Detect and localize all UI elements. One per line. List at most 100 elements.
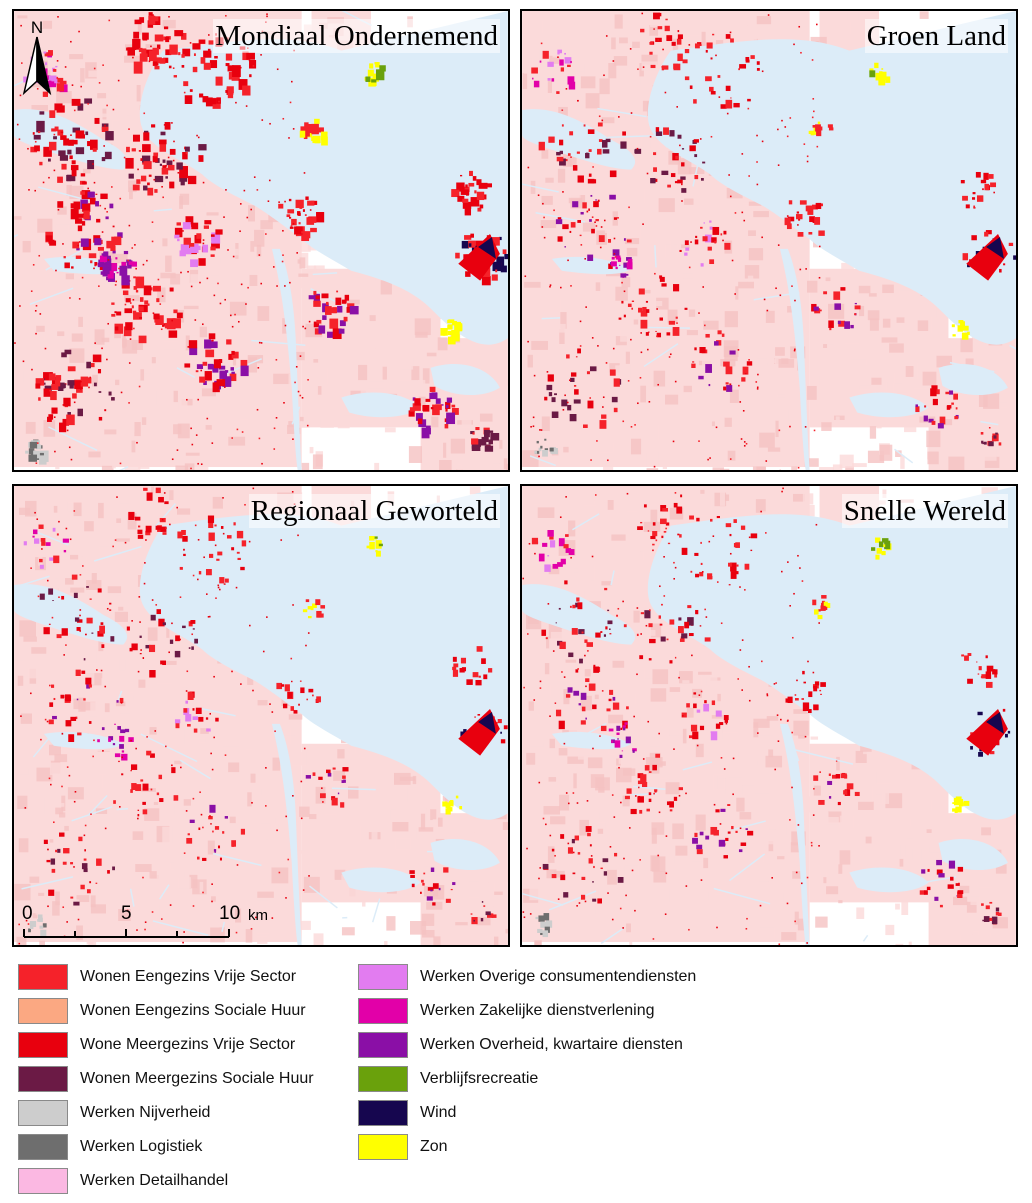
urban-block [561, 645, 565, 655]
urban-block [995, 864, 1007, 874]
land-use-dot [16, 123, 19, 126]
land-use-patch [49, 557, 55, 561]
urban-block [162, 238, 168, 247]
land-use-patch [462, 198, 469, 203]
land-use-patch [139, 316, 143, 319]
urban-block [384, 941, 388, 945]
land-use-patch [62, 418, 70, 426]
land-use-patch [720, 104, 727, 109]
canal [729, 853, 766, 882]
land-use-patch [63, 256, 66, 259]
land-use-patch [216, 379, 226, 387]
land-use-patch [61, 628, 68, 636]
land-use-patch [989, 901, 993, 904]
land-use-patch [128, 737, 134, 742]
urban-block [768, 840, 774, 852]
urban-block [116, 94, 124, 98]
land-use-patch [50, 391, 57, 401]
land-use-patch [620, 727, 623, 730]
land-use-patch [162, 622, 166, 626]
land-use-dot [565, 792, 568, 794]
land-use-patch [213, 849, 217, 852]
urban-block [69, 348, 85, 363]
land-use-dot [620, 801, 622, 804]
land-use-dot [73, 510, 76, 512]
urban-block [297, 422, 310, 428]
land-use-dot [778, 429, 781, 432]
land-use-patch [602, 149, 610, 154]
land-use-dot [299, 394, 302, 397]
land-use-patch [343, 779, 346, 783]
land-use-patch [98, 416, 103, 421]
land-use-patch [120, 729, 126, 734]
land-use-patch [203, 50, 212, 58]
urban-block [386, 916, 396, 931]
urban-block [742, 785, 755, 795]
urban-block [546, 636, 550, 649]
land-use-patch [312, 135, 321, 144]
land-use-dot [652, 549, 654, 552]
land-use-patch [479, 204, 484, 209]
urban-block [548, 777, 557, 782]
land-use-patch [613, 217, 618, 220]
land-use-patch [432, 902, 436, 906]
land-use-patch [485, 911, 491, 916]
land-use-patch [144, 49, 153, 57]
urban-block [948, 456, 965, 470]
land-use-dot [173, 140, 175, 143]
urban-block [141, 499, 158, 507]
land-use-dot [795, 871, 798, 874]
land-use-patch [706, 42, 713, 49]
land-use-patch [183, 708, 188, 713]
land-use-patch [500, 739, 506, 744]
land-use-dot [665, 527, 667, 530]
urban-block [736, 246, 741, 254]
urban-block [1006, 360, 1015, 370]
land-use-patch [609, 628, 611, 630]
land-use-patch [567, 76, 575, 85]
land-use-dot [239, 203, 242, 205]
land-use-patch [677, 626, 684, 634]
land-use-dot [197, 398, 200, 401]
land-use-patch [589, 844, 592, 847]
urban-block [294, 351, 305, 361]
urban-block [212, 496, 223, 509]
land-use-dot [559, 516, 562, 519]
urban-block [683, 273, 694, 279]
land-use-dot [49, 389, 51, 392]
land-use-patch [705, 76, 712, 82]
land-use-dot [69, 297, 71, 299]
land-use-dot [524, 275, 527, 278]
land-use-patch [696, 844, 703, 850]
land-use-patch [176, 162, 183, 170]
land-use-dot [718, 96, 721, 98]
land-use-patch [534, 450, 540, 454]
land-use-patch [82, 203, 91, 212]
land-use-dot [767, 14, 770, 16]
land-use-dot [70, 134, 72, 136]
land-use-dot [258, 341, 261, 344]
land-use-patch [694, 239, 699, 245]
urban-block [822, 364, 833, 376]
legend-label: Werken Overige consumentendiensten [420, 968, 697, 985]
land-use-patch [704, 234, 712, 243]
land-use-dot [642, 758, 645, 760]
land-use-patch [992, 669, 998, 675]
land-use-patch [57, 77, 64, 83]
urban-block [777, 856, 785, 860]
land-use-dot [786, 135, 789, 138]
land-use-patch [479, 444, 482, 447]
land-use-patch [955, 796, 962, 801]
land-use-patch [684, 48, 690, 54]
urban-block [192, 844, 200, 848]
land-use-patch [593, 865, 595, 869]
land-use-patch [678, 787, 684, 791]
land-use-dot [586, 800, 589, 802]
land-use-patch [592, 881, 594, 883]
map-panel-snelle-wereld: Snelle Wereld [520, 484, 1018, 947]
land-use-patch [212, 830, 214, 833]
land-use-dot [807, 660, 809, 663]
land-use-patch [187, 833, 190, 836]
land-use-patch [206, 728, 211, 732]
land-use-dot [66, 921, 68, 923]
